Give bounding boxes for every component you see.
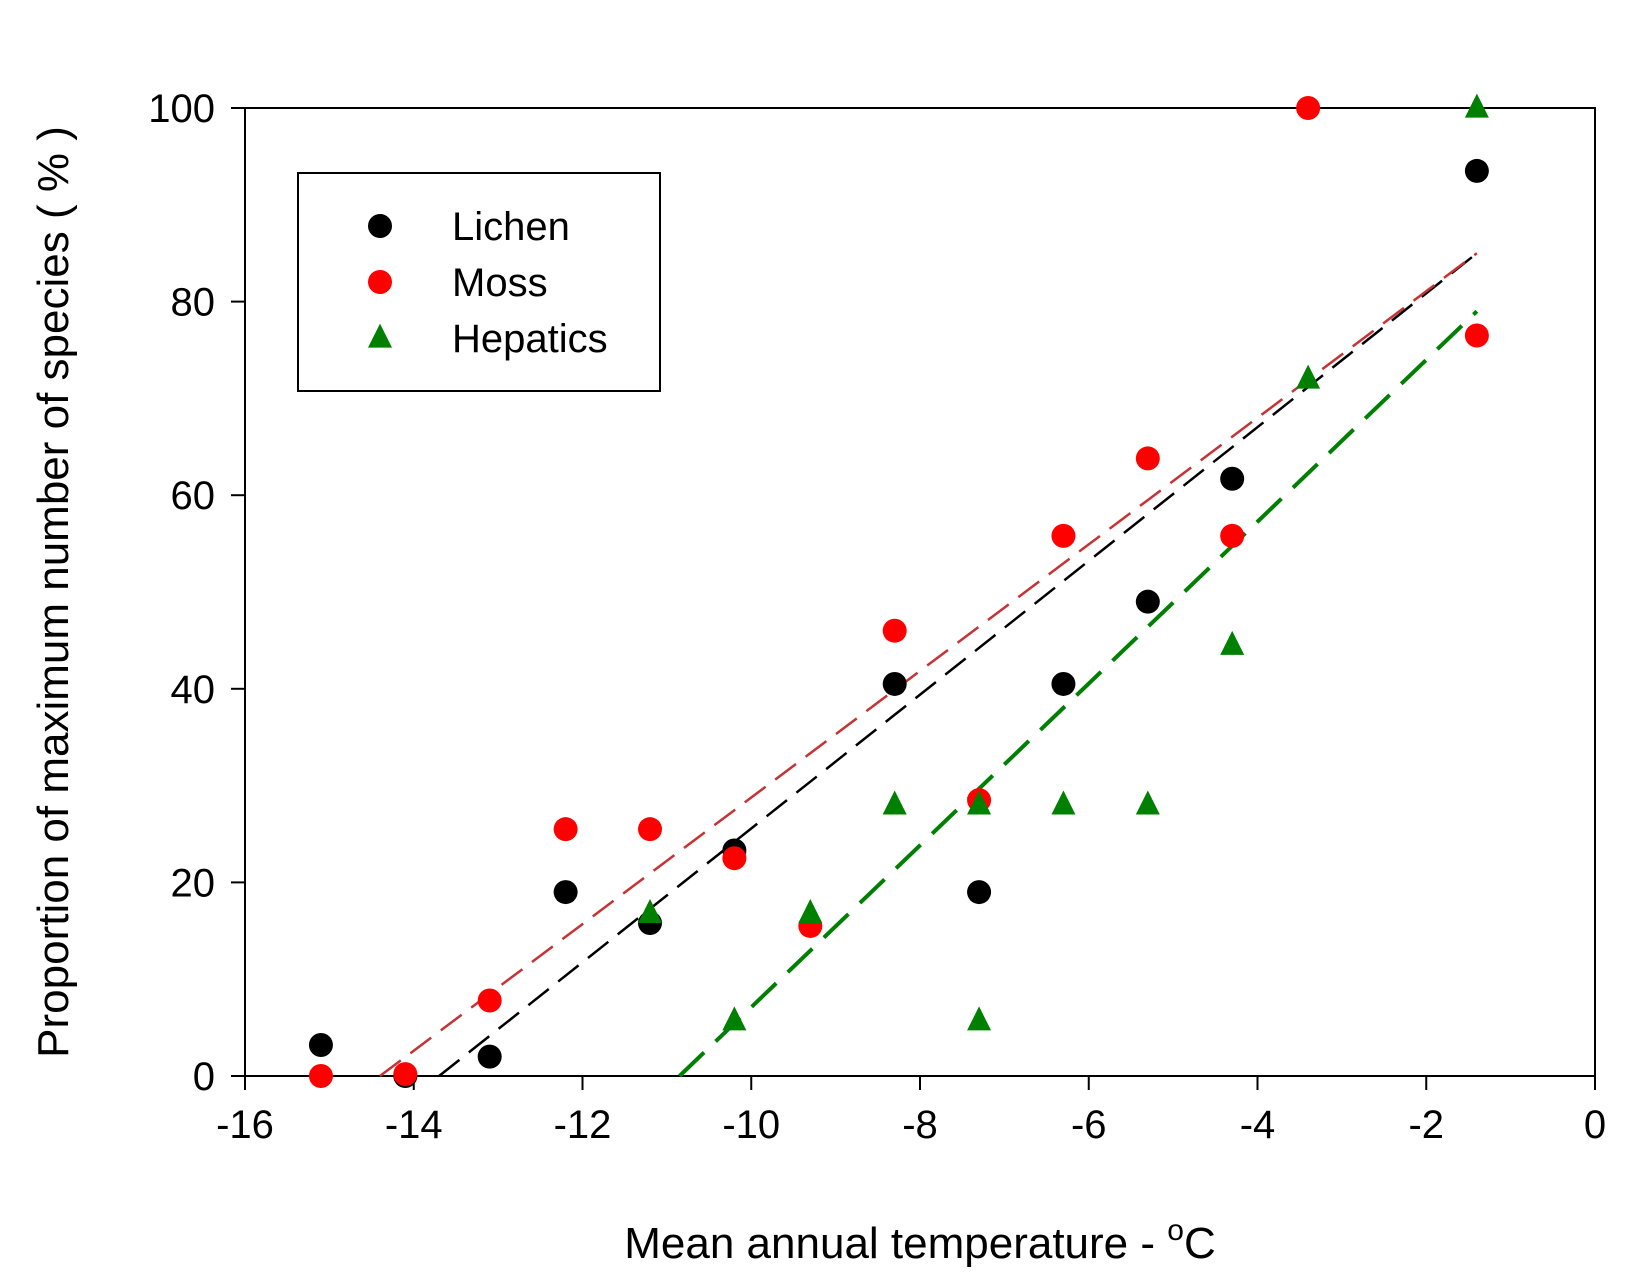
moss-point: [882, 618, 907, 643]
hepatics-point: [1135, 790, 1160, 815]
data-points: [308, 93, 1489, 1088]
legend-label-moss: Moss: [452, 261, 548, 305]
lichen-point: [553, 880, 578, 905]
moss-point: [1220, 523, 1245, 548]
y-tick-label: 0: [193, 1055, 215, 1099]
hepatics-point: [1051, 790, 1076, 815]
lichen-point: [1464, 158, 1489, 183]
legend-label-lichen: Lichen: [452, 205, 570, 249]
x-tick-label: -6: [1071, 1103, 1107, 1147]
hepatics-point: [967, 790, 992, 815]
x-tick-label: -16: [216, 1103, 274, 1147]
x-axis-label-text: Mean annual temperature -: [624, 1219, 1167, 1268]
lichen-point: [1135, 589, 1160, 614]
hepatics-point: [1220, 630, 1245, 655]
hepatics-point: [798, 898, 823, 923]
moss-point: [1135, 446, 1160, 471]
x-tick-label: 0: [1584, 1103, 1606, 1147]
legend-marker-hepatics: [368, 323, 392, 348]
x-tick-label: -14: [385, 1103, 443, 1147]
hepatics-point: [882, 790, 907, 815]
hepatics-point: [1464, 93, 1489, 118]
lichen-point: [1051, 671, 1076, 696]
hepatics-fit-line: [678, 309, 1479, 1078]
x-axis-label-degree: o: [1167, 1214, 1184, 1247]
moss-point: [1464, 323, 1489, 348]
hepatics-point: [967, 1006, 992, 1031]
legend-marker-moss: [368, 270, 392, 294]
moss-point: [308, 1064, 333, 1088]
x-tick-label: -4: [1240, 1103, 1276, 1147]
y-tick-label: 80: [171, 281, 216, 325]
moss-point: [1296, 96, 1321, 120]
x-tick-label: -8: [902, 1103, 938, 1147]
legend-box: [297, 172, 661, 392]
hepatics-point: [638, 898, 662, 923]
moss-point: [722, 846, 747, 871]
moss-point: [1051, 523, 1076, 548]
lichen-point: [882, 671, 907, 696]
moss-fit-line: [379, 252, 1478, 1077]
legend-marker-lichen: [368, 214, 392, 238]
lichen-fit-line: [438, 252, 1478, 1077]
lichen-point: [967, 880, 992, 905]
x-axis-label-unit: C: [1184, 1219, 1216, 1268]
x-tick-label: -10: [722, 1103, 780, 1147]
x-tick-label: -12: [554, 1103, 612, 1147]
lichen-point: [477, 1044, 502, 1069]
x-axis-label: Mean annual temperature - oC: [624, 1214, 1215, 1268]
fit-lines: [379, 252, 1479, 1078]
y-tick-label: 60: [171, 474, 216, 518]
moss-point: [553, 817, 578, 842]
y-tick-label: 40: [171, 668, 216, 712]
axes: -16 -14 -12 -10 -8 -6 -4 -2 0 0 20 40 60 80 100: [148, 87, 1606, 1147]
lichen-point: [308, 1033, 333, 1058]
legend-label-hepatics: Hepatics: [452, 317, 608, 361]
moss-point: [638, 817, 662, 842]
moss-point: [477, 988, 502, 1013]
moss-point: [393, 1062, 418, 1087]
y-tick-label: 20: [171, 861, 216, 905]
legend: Lichen Moss Hepatics: [297, 172, 661, 392]
x-tick-label: -2: [1408, 1103, 1444, 1147]
lichen-point: [1220, 466, 1245, 491]
hepatics-point: [722, 1006, 747, 1031]
y-tick-label: 100: [148, 87, 215, 131]
hepatics-point: [1296, 364, 1321, 389]
y-axis-label: Proportion of maximum number of species …: [29, 126, 78, 1058]
axis-labels: Mean annual temperature - oC Proportion o…: [29, 126, 1216, 1268]
